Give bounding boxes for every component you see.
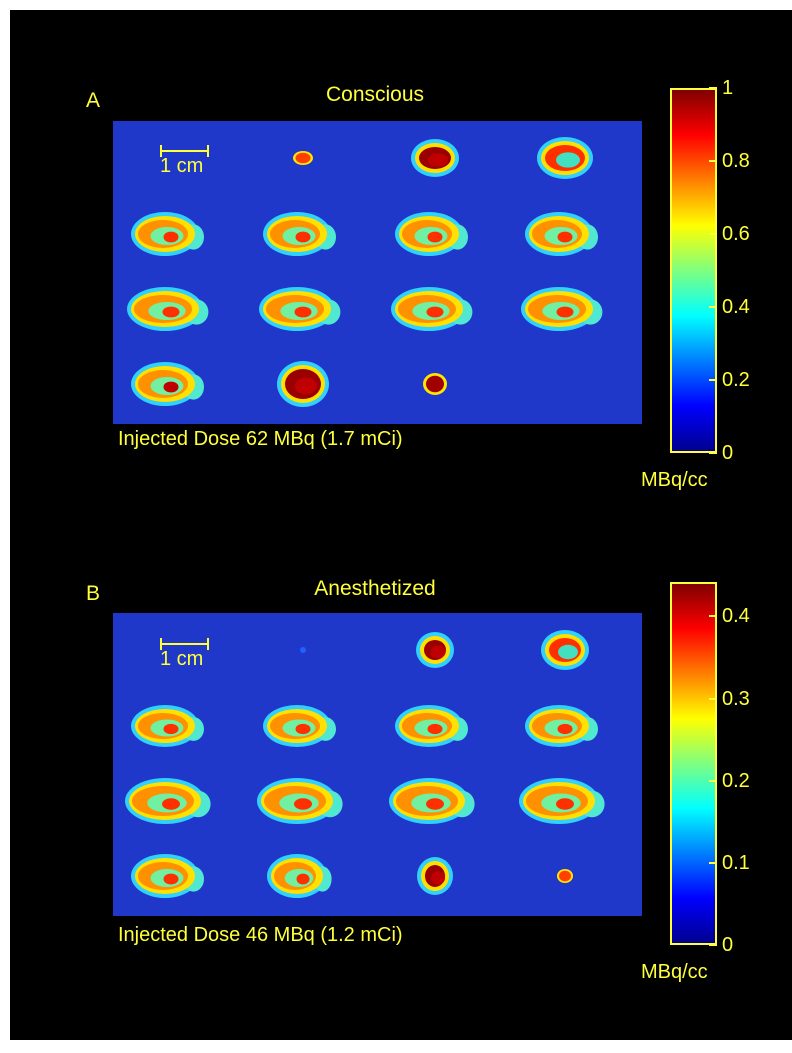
- colorbar-tick-mark: [709, 861, 717, 864]
- panel-b-caption: Injected Dose 46 MBq (1.2 mCi): [118, 924, 403, 946]
- brain-slice: [131, 212, 204, 256]
- colorbar-tick-label: 0.2: [722, 769, 750, 792]
- colorbar-tick-mark: [709, 233, 717, 235]
- colorbar-tick-mark: [709, 779, 717, 782]
- brain-slice: [263, 212, 336, 256]
- brain-slice: [131, 854, 204, 898]
- brain-slice: [257, 778, 343, 824]
- panel-a-colorbar-unit: MBq/cc: [641, 469, 708, 491]
- colorbar-tick-label: 1: [722, 77, 734, 99]
- brain-slice: [525, 212, 598, 256]
- brain-slice: [259, 287, 341, 331]
- brain-slice: [293, 151, 313, 165]
- brain-slice: [411, 139, 459, 177]
- panel-a-colorbar: [670, 88, 717, 453]
- brain-slice: [416, 632, 454, 668]
- brain-slice: [521, 287, 603, 331]
- brain-slice: [519, 778, 605, 824]
- colorbar-tick-label: 0.4: [722, 296, 750, 318]
- panel-b-title: Anesthetized: [314, 577, 436, 600]
- colorbar-tick-mark: [709, 452, 717, 454]
- brain-slice: [300, 647, 306, 653]
- brain-slice: [263, 705, 336, 747]
- colorbar-tick-label: 0.3: [722, 687, 750, 710]
- colorbar-tick-label: 0: [722, 442, 734, 464]
- colorbar-tick-mark: [709, 697, 717, 700]
- panel-b-scale-label: 1 cm: [160, 648, 204, 670]
- panel-b-brain-slices: [125, 630, 605, 898]
- colorbar-tick-mark: [709, 160, 717, 162]
- panel-a-caption: Injected Dose 62 MBq (1.7 mCi): [118, 428, 403, 450]
- colorbar-tick-mark: [709, 87, 717, 89]
- panel-b-pet-image: [113, 613, 642, 916]
- brain-slice: [395, 705, 468, 747]
- panel-b-colorbar-unit: MBq/cc: [641, 961, 708, 983]
- brain-slice: [277, 361, 329, 407]
- panel-b-colorbar: [670, 582, 717, 945]
- brain-slice: [541, 630, 589, 670]
- brain-slice: [525, 705, 598, 747]
- brain-slice: [125, 778, 211, 824]
- colorbar-tick-mark: [709, 379, 717, 381]
- colorbar-tick-label: 0.2: [722, 369, 750, 391]
- colorbar-tick-label: 0.6: [722, 223, 750, 245]
- brain-slice: [395, 212, 468, 256]
- panel-b-letter: B: [86, 582, 101, 605]
- panel-a-brain-slices: [127, 137, 603, 407]
- brain-slice: [423, 373, 447, 395]
- colorbar-tick-label: 0.1: [722, 851, 750, 874]
- brain-slice: [557, 869, 573, 883]
- brain-slice: [391, 287, 473, 331]
- panel-a-letter: A: [86, 89, 101, 112]
- panel-a-scale-label: 1 cm: [160, 155, 204, 177]
- colorbar-tick-mark: [709, 944, 717, 946]
- panel-a-pet-image: [113, 121, 642, 424]
- panel-a-title: Conscious: [325, 83, 425, 106]
- panel-b-scale-bar: [160, 638, 209, 650]
- colorbar-tick-label: 0.4: [722, 605, 750, 628]
- colorbar-tick-mark: [709, 615, 717, 618]
- brain-slice: [131, 362, 204, 406]
- brain-slice: [267, 854, 332, 898]
- panel-a-scale-bar: [160, 145, 209, 157]
- colorbar-tick-label: 0.8: [722, 150, 750, 172]
- brain-slice: [127, 287, 209, 331]
- brain-slice: [389, 778, 475, 824]
- colorbar-tick-label: 0: [722, 934, 734, 956]
- colorbar-tick-mark: [709, 306, 717, 308]
- brain-slice: [417, 857, 453, 895]
- brain-slice: [537, 137, 593, 179]
- brain-slice: [131, 705, 204, 747]
